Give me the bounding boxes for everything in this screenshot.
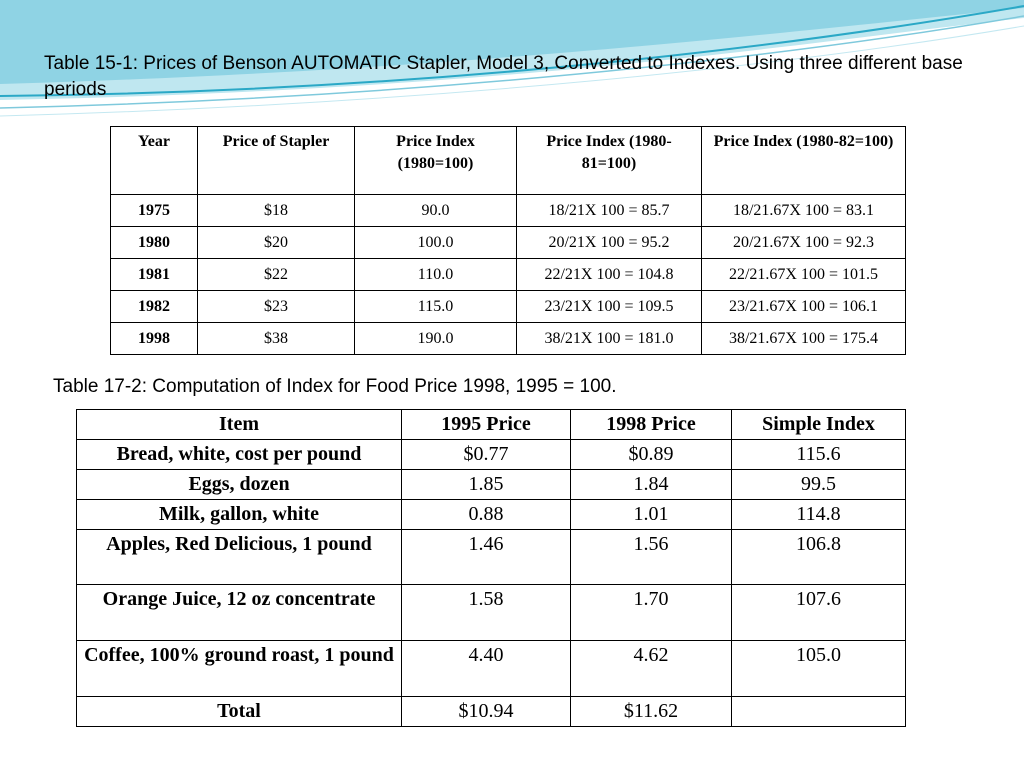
table-row: Coffee, 100% ground roast, 1 pound 4.40 … [76,640,906,697]
column-header-index-1980: Price Index (1980=100) [354,126,517,195]
cell-1998-price: $11.62 [570,696,732,727]
cell-item: Eggs, dozen [76,469,402,500]
cell-simple-index [731,696,906,727]
cell-item: Coffee, 100% ground roast, 1 pound [76,640,402,697]
cell-item: Total [76,696,402,727]
cell-1995-price: 1.58 [401,584,571,641]
cell-simple-index: 106.8 [731,529,906,585]
cell-year: 1998 [110,322,198,355]
table-row: Orange Juice, 12 oz concentrate 1.58 1.7… [76,584,906,641]
table-row: 1975 $18 90.0 18/21X 100 = 85.7 18/21.67… [110,194,906,227]
cell-index-1980-81: 23/21X 100 = 109.5 [516,290,702,323]
cell-price: $23 [197,290,355,323]
cell-year: 1980 [110,226,198,259]
cell-index-1980-81: 20/21X 100 = 95.2 [516,226,702,259]
cell-price: $22 [197,258,355,291]
table-15-1-caption: Table 15-1: Prices of Benson AUTOMATIC S… [44,53,963,100]
cell-1995-price: 4.40 [401,640,571,697]
cell-item: Bread, white, cost per pound [76,439,402,470]
cell-1995-price: $0.77 [401,439,571,470]
column-header-1998-price: 1998 Price [570,409,732,440]
cell-index-1980: 110.0 [354,258,517,291]
table-total-row: Total $10.94 $11.62 [76,696,906,727]
cell-price: $20 [197,226,355,259]
cell-item: Milk, gallon, white [76,499,402,530]
table-row: Apples, Red Delicious, 1 pound 1.46 1.56… [76,529,906,585]
cell-item: Apples, Red Delicious, 1 pound [76,529,402,585]
cell-1998-price: 4.62 [570,640,732,697]
cell-index-1980-82: 18/21.67X 100 = 83.1 [701,194,906,227]
cell-price: $18 [197,194,355,227]
cell-year: 1975 [110,194,198,227]
cell-simple-index: 115.6 [731,439,906,470]
cell-1998-price: 1.84 [570,469,732,500]
table-17-2-caption: Table 17-2: Computation of Index for Foo… [53,376,617,397]
table-row: Milk, gallon, white 0.88 1.01 114.8 [76,499,906,530]
table-row: Bread, white, cost per pound $0.77 $0.89… [76,439,906,470]
cell-simple-index: 107.6 [731,584,906,641]
cell-item: Orange Juice, 12 oz concentrate [76,584,402,641]
cell-year: 1982 [110,290,198,323]
cell-index-1980-81: 38/21X 100 = 181.0 [516,322,702,355]
table-header-row: Year Price of Stapler Price Index (1980=… [110,126,906,195]
column-header-price: Price of Stapler [197,126,355,195]
cell-index-1980-81: 22/21X 100 = 104.8 [516,258,702,291]
table-row: Eggs, dozen 1.85 1.84 99.5 [76,469,906,500]
column-header-year: Year [110,126,198,195]
cell-index-1980-82: 22/21.67X 100 = 101.5 [701,258,906,291]
cell-simple-index: 114.8 [731,499,906,530]
cell-1995-price: 1.85 [401,469,571,500]
cell-index-1980-82: 20/21.67X 100 = 92.3 [701,226,906,259]
header-swoosh-decoration [0,0,1024,117]
stapler-price-index-table: Year Price of Stapler Price Index (1980=… [110,126,906,355]
cell-year: 1981 [110,258,198,291]
cell-index-1980: 190.0 [354,322,517,355]
cell-1995-price: 0.88 [401,499,571,530]
cell-1998-price: 1.70 [570,584,732,641]
cell-index-1980: 100.0 [354,226,517,259]
column-header-index-1980-82: Price Index (1980-82=100) [701,126,906,195]
table-row: 1980 $20 100.0 20/21X 100 = 95.2 20/21.6… [110,226,906,259]
table-row: 1982 $23 115.0 23/21X 100 = 109.5 23/21.… [110,290,906,323]
cell-index-1980: 90.0 [354,194,517,227]
cell-index-1980-82: 23/21.67X 100 = 106.1 [701,290,906,323]
cell-simple-index: 105.0 [731,640,906,697]
column-header-item: Item [76,409,402,440]
cell-1995-price: $10.94 [401,696,571,727]
column-header-index-1980-81: Price Index (1980-81=100) [516,126,702,195]
cell-1998-price: 1.01 [570,499,732,530]
cell-1998-price: 1.56 [570,529,732,585]
food-price-index-table: Item 1995 Price 1998 Price Simple Index … [76,409,906,727]
column-header-1995-price: 1995 Price [401,409,571,440]
column-header-simple-index: Simple Index [731,409,906,440]
cell-index-1980-81: 18/21X 100 = 85.7 [516,194,702,227]
cell-simple-index: 99.5 [731,469,906,500]
cell-1995-price: 1.46 [401,529,571,585]
cell-index-1980-82: 38/21.67X 100 = 175.4 [701,322,906,355]
cell-price: $38 [197,322,355,355]
table-row: 1981 $22 110.0 22/21X 100 = 104.8 22/21.… [110,258,906,291]
cell-index-1980: 115.0 [354,290,517,323]
table-row: 1998 $38 190.0 38/21X 100 = 181.0 38/21.… [110,322,906,355]
cell-1998-price: $0.89 [570,439,732,470]
table-header-row: Item 1995 Price 1998 Price Simple Index [76,409,906,440]
